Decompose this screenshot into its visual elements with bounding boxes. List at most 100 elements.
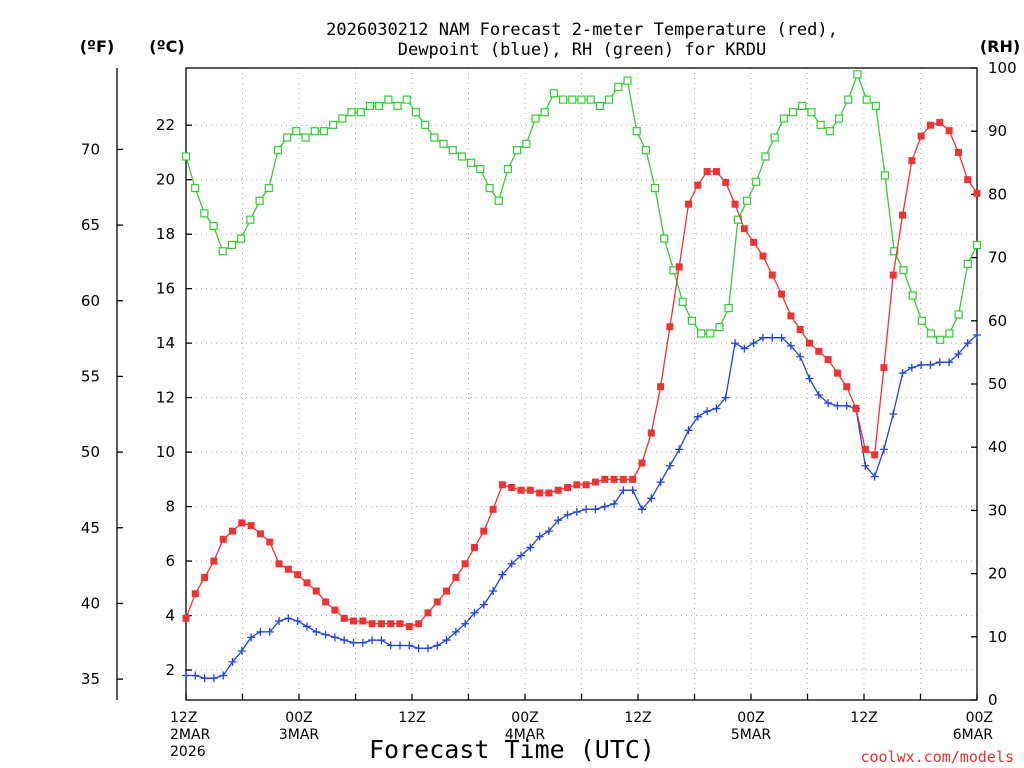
rh-point — [310, 127, 319, 136]
dewpoint-point — [200, 674, 209, 683]
temperature-point — [824, 355, 832, 363]
rh-point — [365, 101, 375, 111]
rh-point — [439, 139, 448, 148]
dewpoint-point — [247, 633, 256, 642]
rh-point — [853, 70, 862, 79]
rh-point — [899, 266, 908, 275]
temperature-point — [647, 429, 655, 437]
rh-point — [292, 127, 301, 136]
rh-point — [807, 108, 816, 117]
dewpoint-series — [182, 330, 981, 683]
rh-point — [421, 120, 430, 129]
rh-point — [283, 133, 292, 142]
rh-point — [752, 177, 761, 186]
temperature-point — [731, 200, 739, 208]
rh-point — [954, 310, 963, 319]
dewpoint-point — [758, 333, 767, 342]
temperature-point — [889, 271, 897, 279]
dewpoint-point — [600, 502, 609, 511]
rh-point — [577, 95, 586, 104]
temperature-point — [694, 181, 702, 189]
dewpoint-point — [489, 587, 498, 596]
rh-tick-label: 40 — [988, 438, 1007, 456]
dewpoint-point — [470, 608, 479, 617]
rh-point — [963, 259, 972, 269]
rh-series — [181, 70, 982, 344]
rh-point — [347, 108, 356, 117]
dewpoint-point — [507, 559, 516, 568]
rh-point — [540, 108, 549, 117]
rh-point — [641, 146, 650, 155]
temperature-point — [266, 538, 274, 546]
dewpoint-point — [423, 644, 432, 653]
rh-point — [467, 158, 476, 167]
dewpoint-point — [610, 499, 619, 508]
rh-tick-label: 50 — [988, 375, 1007, 393]
dewpoint-point — [535, 532, 544, 541]
celsius-tick-label: 2 — [165, 661, 175, 679]
rh-tick-label: 70 — [988, 249, 1007, 267]
temperature-point — [480, 527, 488, 535]
rh-point — [825, 127, 834, 136]
axes — [116, 67, 978, 701]
rh-point — [908, 291, 917, 300]
rh-point — [595, 101, 604, 111]
dewpoint-point — [675, 445, 684, 454]
chart-title: 2026030212 NAM Forecast 2-meter Temperat… — [326, 20, 838, 40]
x-tick-label: 00Z — [285, 710, 312, 726]
temperature-point — [377, 620, 385, 628]
temperature-point — [787, 312, 795, 320]
fahrenheit-unit-label: (ºF) — [80, 37, 115, 56]
temperature-point — [554, 486, 562, 494]
temperature-point — [368, 620, 376, 628]
dewpoint-point — [461, 619, 470, 628]
dewpoint-point — [926, 360, 935, 369]
rh-point — [356, 108, 365, 117]
rh-point — [209, 221, 218, 231]
dewpoint-point — [628, 486, 637, 495]
dewpoint-point — [665, 461, 674, 470]
dewpoint-point — [703, 407, 712, 416]
dewpoint-point — [619, 486, 628, 495]
dewpoint-point — [805, 374, 814, 383]
temperature-point — [908, 157, 916, 165]
dewpoint-point — [517, 551, 526, 560]
celsius-tick-label: 22 — [156, 116, 175, 134]
dewpoint-point — [302, 622, 311, 631]
temperature-point — [601, 475, 609, 483]
dewpoint-point — [554, 516, 563, 525]
temperature-point — [917, 132, 925, 140]
rh-point — [761, 152, 770, 161]
rh-point — [503, 165, 513, 174]
rh-point — [926, 329, 936, 338]
temperature-point — [312, 587, 320, 595]
dewpoint-point — [219, 671, 228, 680]
rh-tick-label: 60 — [988, 312, 1007, 330]
x-tick-date: 4MAR — [505, 727, 546, 743]
x-tick-label: 00Z — [966, 710, 993, 726]
dewpoint-point — [963, 339, 972, 348]
temperature-point — [638, 459, 646, 467]
temperature-point — [954, 148, 962, 156]
rh-point — [200, 209, 209, 218]
rh-tick-label: 100 — [988, 59, 1017, 77]
dewpoint-point — [945, 358, 954, 367]
rh-point — [513, 146, 522, 155]
temperature-point — [303, 579, 311, 587]
rh-point — [880, 171, 890, 180]
dewpoint-point — [479, 600, 488, 609]
temperature-point — [229, 527, 237, 535]
rh-point — [678, 297, 687, 306]
rh-tick-label: 90 — [988, 122, 1007, 140]
dewpoint-point — [442, 636, 451, 645]
rh-point — [559, 95, 568, 104]
celsius-unit-label: (ºC) — [149, 37, 184, 56]
dewpoint-point — [396, 641, 405, 650]
dewpoint-point — [637, 505, 646, 514]
dewpoint-point — [563, 510, 572, 519]
temperature-point — [768, 271, 776, 279]
temperature-point — [564, 484, 572, 492]
rh-point — [715, 323, 724, 332]
rh-tick-label: 80 — [988, 185, 1007, 203]
fahrenheit-tick-label: 70 — [81, 140, 100, 158]
